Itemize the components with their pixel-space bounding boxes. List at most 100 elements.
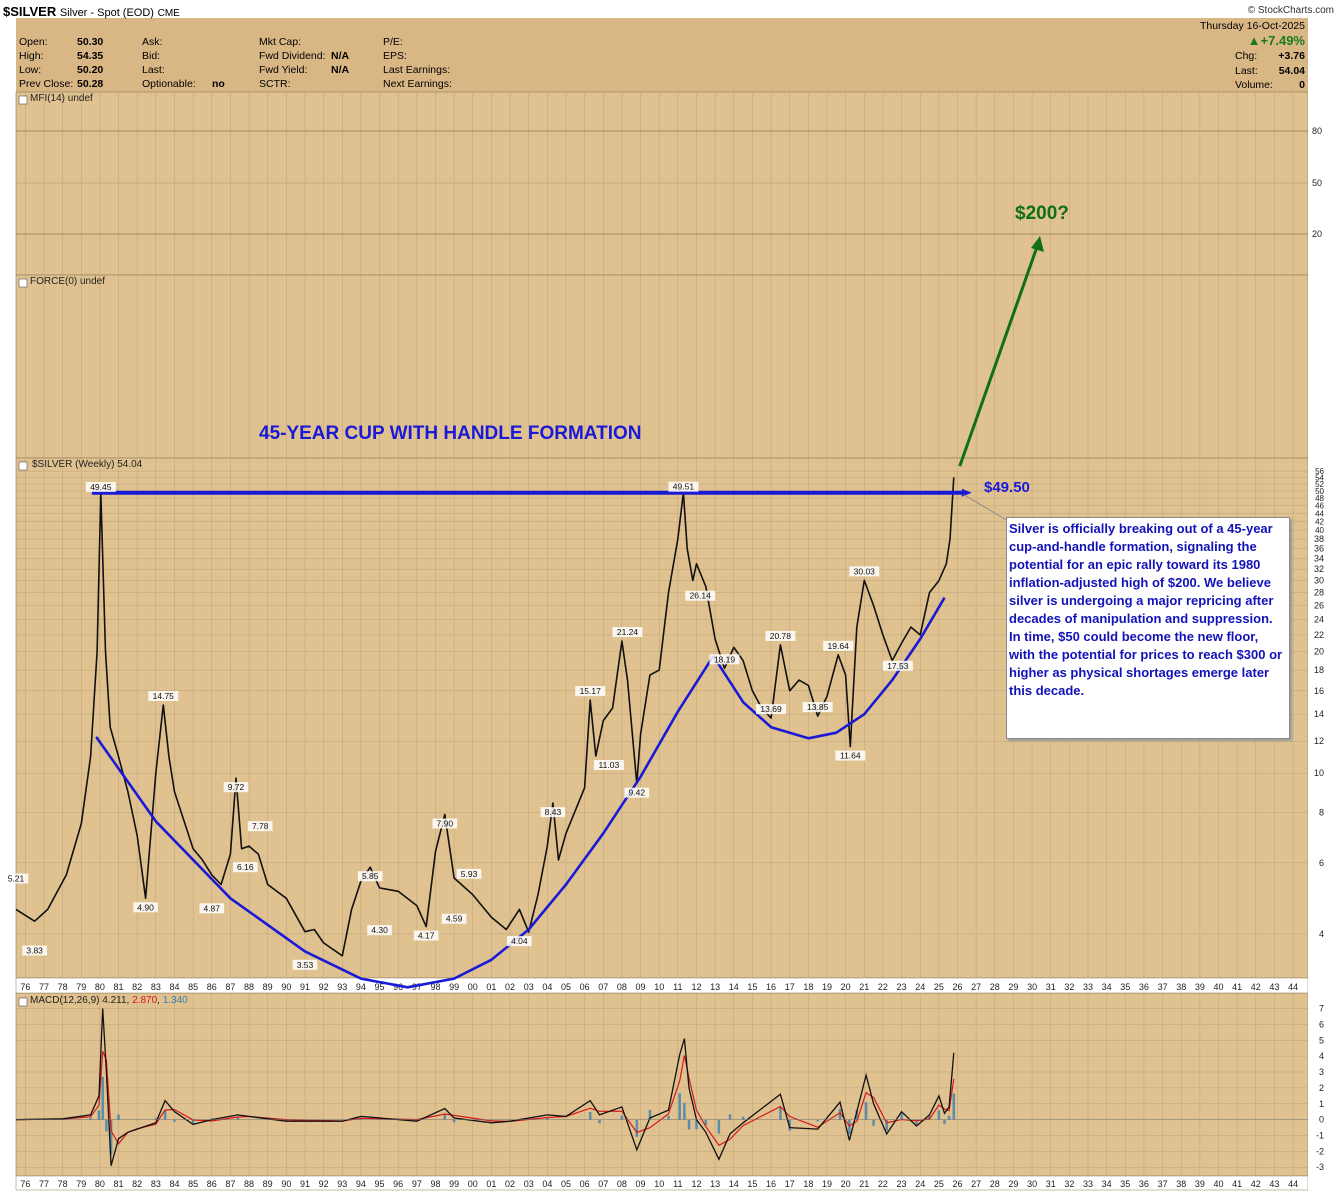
x-tick-label-bottom: 33 — [1083, 1179, 1093, 1189]
x-tick-label: 12 — [691, 982, 701, 992]
x-tick-label-bottom: 20 — [841, 1179, 851, 1189]
price-tick-label: 54 — [1315, 473, 1324, 482]
last2-label: Last: — [142, 64, 165, 76]
cup-curve — [95, 655, 715, 989]
last-value: 54.04 — [1278, 65, 1305, 77]
x-tick-label: 93 — [337, 982, 347, 992]
header-date: Thursday 16-Oct-2025 — [1199, 20, 1305, 32]
data-label: 11.03 — [599, 760, 620, 770]
x-tick-label-bottom: 24 — [915, 1179, 925, 1189]
panel-handle-icon — [18, 997, 28, 1007]
data-label: 17.53 — [887, 661, 909, 671]
x-tick-label-bottom: 80 — [95, 1179, 105, 1189]
x-tick-label: 91 — [300, 982, 310, 992]
macd-label: MACD(12,26,9) — [30, 995, 100, 1006]
price-tick-label: 52 — [1315, 480, 1324, 489]
panel-handle-icon — [18, 278, 28, 288]
x-tick-label: 19 — [822, 982, 832, 992]
high-value: 54.35 — [77, 50, 104, 62]
x-tick-label: 00 — [468, 982, 478, 992]
x-tick-label-bottom: 88 — [244, 1179, 254, 1189]
data-label-bg — [22, 945, 47, 956]
chg-value: +3.76 — [1278, 50, 1305, 62]
volume-value: 0 — [1299, 79, 1305, 91]
x-tick-label-bottom: 83 — [151, 1179, 161, 1189]
data-label: 15.17 — [580, 686, 602, 696]
optionable-value: no — [212, 78, 225, 90]
x-tick-label-bottom: 10 — [654, 1179, 664, 1189]
next-earnings-label: Next Earnings: — [383, 78, 452, 90]
macd-tick-label: 5 — [1319, 1035, 1324, 1045]
x-tick-label-bottom: 79 — [76, 1179, 86, 1189]
x-tick-label: 05 — [561, 982, 571, 992]
data-label: 4.30 — [371, 925, 388, 935]
data-label-bg — [357, 871, 383, 882]
price-tick-label: 4 — [1319, 929, 1324, 939]
data-label: 6.16 — [237, 862, 254, 872]
data-label-bg — [882, 660, 913, 671]
x-tick-label: 76 — [20, 982, 30, 992]
pe-label: P/E: — [383, 36, 403, 48]
price-panel-label: $SILVER (Weekly) 54.04 — [32, 459, 143, 470]
fwd-dividend-value: N/A — [331, 50, 350, 62]
price-tick-label: 32 — [1314, 564, 1324, 574]
data-label: 7.78 — [252, 821, 269, 831]
macd-tick-label: 7 — [1319, 1004, 1324, 1014]
data-label: 5.21 — [8, 874, 25, 884]
ask-label: Ask: — [142, 36, 163, 48]
price-tick-label: 50 — [1315, 487, 1324, 496]
x-tick-label-bottom: 06 — [580, 1179, 590, 1189]
x-tick-label-bottom: 29 — [1008, 1179, 1018, 1189]
target-arrow-head — [1031, 236, 1044, 252]
x-tick-label-bottom: 34 — [1102, 1179, 1112, 1189]
prev-close-label: Prev Close: — [19, 78, 74, 90]
data-label: 8.43 — [545, 807, 562, 817]
price-tick-label: 56 — [1315, 467, 1324, 476]
macd-panel-bg — [15, 992, 1309, 1177]
volume-label: Volume: — [1235, 79, 1273, 91]
x-tick-label: 96 — [393, 982, 403, 992]
x-tick-label-bottom: 22 — [878, 1179, 888, 1189]
data-label-bg — [575, 686, 606, 697]
macd-value: 4.211 — [102, 995, 127, 1006]
x-tick-label-bottom: 95 — [375, 1179, 385, 1189]
x-tick-label-bottom: 96 — [393, 1179, 403, 1189]
x-tick-label: 25 — [934, 982, 944, 992]
x-tick-label: 16 — [766, 982, 776, 992]
watermark: © StockCharts.com — [1247, 5, 1334, 16]
x-tick-label-bottom: 97 — [412, 1179, 422, 1189]
x-tick-label-bottom: 90 — [281, 1179, 291, 1189]
low-label: Low: — [19, 64, 42, 76]
macd-hist-value: 1.340 — [162, 995, 188, 1006]
x-tick-label: 83 — [151, 982, 161, 992]
x-tick-label: 99 — [449, 982, 459, 992]
x-tick-label: 37 — [1158, 982, 1168, 992]
x-tick-label-bottom: 26 — [952, 1179, 962, 1189]
macd-tick-label: 6 — [1319, 1019, 1324, 1029]
price-tick-label: 6 — [1319, 858, 1324, 868]
x-tick-label: 03 — [524, 982, 534, 992]
x-tick-label-bottom: 13 — [710, 1179, 720, 1189]
data-label: 49.51 — [673, 482, 695, 492]
x-tick-label: 28 — [990, 982, 1000, 992]
x-tick-label-bottom: 12 — [691, 1179, 701, 1189]
data-label-bg — [685, 590, 716, 601]
data-label: 4.04 — [511, 936, 528, 946]
x-tick-label: 10 — [654, 982, 664, 992]
x-tick-label: 27 — [971, 982, 981, 992]
data-label-bg — [223, 782, 249, 793]
x-tick-label-bottom: 89 — [263, 1179, 273, 1189]
x-tick-label: 97 — [412, 982, 422, 992]
exchange: CME — [157, 8, 180, 19]
data-label-bg — [292, 959, 318, 970]
handle-curve — [712, 597, 946, 740]
x-tick-label-bottom: 93 — [337, 1179, 347, 1189]
mktcap-label: Mkt Cap: — [259, 36, 302, 48]
header-panel-bg — [16, 18, 1308, 92]
data-label: 4.90 — [137, 902, 154, 912]
force-panel-bg — [15, 274, 1309, 459]
data-label: 20.78 — [770, 631, 792, 641]
x-tick-label: 30 — [1027, 982, 1037, 992]
x-tick-label: 95 — [375, 982, 385, 992]
x-tick-label: 33 — [1083, 982, 1093, 992]
